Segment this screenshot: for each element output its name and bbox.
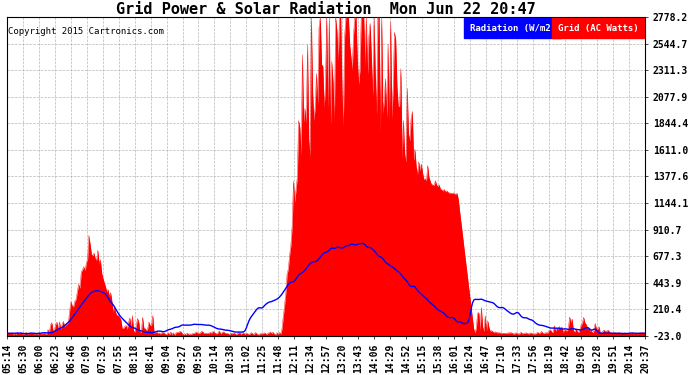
Title: Grid Power & Solar Radiation  Mon Jun 22 20:47: Grid Power & Solar Radiation Mon Jun 22 … xyxy=(116,2,536,17)
Text: Copyright 2015 Cartronics.com: Copyright 2015 Cartronics.com xyxy=(8,27,164,36)
Legend: Radiation (W/m2), Grid (AC Watts): Radiation (W/m2), Grid (AC Watts) xyxy=(468,22,640,35)
